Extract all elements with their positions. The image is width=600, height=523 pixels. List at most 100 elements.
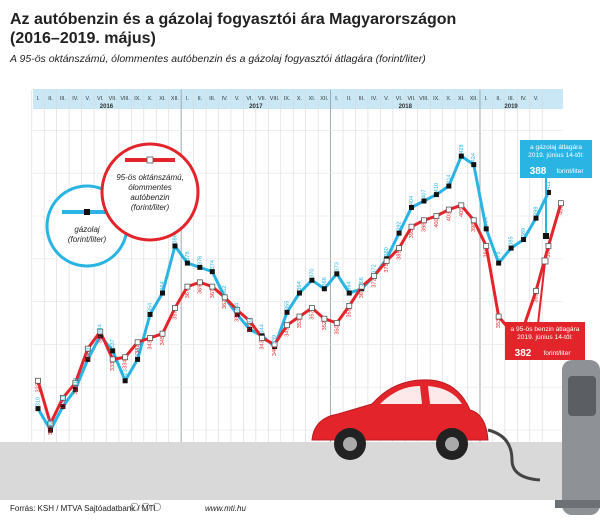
point-petrol bbox=[321, 315, 328, 322]
point-petrol bbox=[35, 377, 41, 384]
point-diesel bbox=[172, 243, 178, 249]
data-label-petrol: 346 bbox=[98, 334, 104, 343]
data-label-petrol: 398 bbox=[421, 223, 427, 232]
point-diesel bbox=[396, 230, 402, 236]
data-label-petrol: 341 bbox=[135, 345, 141, 354]
callout-diesel-point bbox=[543, 233, 549, 239]
data-label-petrol: 350 bbox=[334, 325, 340, 334]
legend-diesel-label: gázolaj bbox=[74, 225, 100, 234]
year-label: 2016 bbox=[100, 104, 114, 110]
month-tick-label: VII. bbox=[109, 96, 117, 102]
point-petrol bbox=[545, 243, 552, 249]
legend: gázolaj(forint/liter)95-ös oktánszámú,ól… bbox=[45, 142, 200, 268]
month-tick-label: XII. bbox=[470, 96, 478, 102]
month-tick-label: VIII. bbox=[270, 96, 280, 102]
point-petrol bbox=[109, 356, 116, 363]
legend-petrol-label: ólommentes bbox=[128, 183, 172, 192]
mtva-seal-icon: ◯ bbox=[152, 502, 162, 511]
chart-subtitle: A 95-ös oktánszámú, ólommentes autóbenzi… bbox=[10, 53, 426, 65]
legend-petrol-marker bbox=[146, 156, 154, 164]
data-label-diesel: 378 bbox=[496, 251, 502, 260]
month-tick-label: IV. bbox=[72, 96, 78, 102]
month-tick-label: VIII. bbox=[419, 96, 429, 102]
point-petrol bbox=[221, 294, 228, 301]
point-petrol bbox=[346, 302, 353, 309]
data-label-diesel: 424 bbox=[471, 153, 477, 162]
data-label-petrol: 357 bbox=[309, 310, 315, 319]
point-petrol bbox=[159, 330, 166, 337]
month-tick-label: IX. bbox=[284, 96, 291, 102]
data-label-diesel: 339 bbox=[272, 335, 278, 344]
month-tick-label: VI. bbox=[396, 96, 403, 102]
data-label-petrol: 351 bbox=[247, 323, 253, 332]
data-label-petrol: 367 bbox=[185, 289, 191, 298]
data-label-diesel: 355 bbox=[284, 301, 290, 310]
legend-petrol: 95-ös oktánszámú,ólommentesautóbenzin(fo… bbox=[100, 142, 200, 242]
callout-petrol-unit: forint/liter bbox=[543, 350, 571, 357]
month-tick-label: IV. bbox=[520, 96, 526, 102]
data-label-diesel: 407 bbox=[421, 189, 427, 198]
point-petrol bbox=[333, 320, 340, 326]
point-petrol bbox=[458, 202, 465, 209]
point-petrol bbox=[433, 213, 440, 219]
data-label-diesel: 386 bbox=[172, 234, 178, 243]
data-label-diesel: 300 bbox=[48, 418, 54, 427]
callout-diesel-value: 388 bbox=[530, 166, 547, 177]
point-petrol bbox=[371, 273, 378, 279]
point-petrol bbox=[134, 339, 141, 346]
data-label-petrol: 343 bbox=[260, 340, 266, 349]
point-diesel bbox=[433, 192, 439, 198]
month-tick-label: VIII. bbox=[120, 96, 130, 102]
point-diesel bbox=[483, 226, 489, 232]
month-tick-label: XII. bbox=[320, 96, 328, 102]
point-petrol bbox=[483, 243, 490, 249]
month-tick-label: X. bbox=[148, 96, 153, 102]
year-label: 2018 bbox=[399, 104, 413, 110]
source-footer: Forrás: KSH / MTVA Sajtóadatbank / MTI bbox=[10, 504, 156, 513]
point-petrol bbox=[172, 305, 178, 311]
month-tick-label: X. bbox=[446, 96, 451, 102]
pump-display bbox=[568, 376, 596, 416]
mtva-logo-icon: ◯ bbox=[130, 502, 139, 511]
data-label-petrol: 322 bbox=[73, 385, 79, 394]
month-tick-label: I. bbox=[37, 96, 40, 102]
point-diesel bbox=[197, 264, 203, 270]
point-diesel bbox=[209, 269, 215, 275]
month-tick-label: II. bbox=[496, 96, 501, 102]
month-tick-label: I. bbox=[335, 96, 338, 102]
data-label-petrol: 386 bbox=[546, 248, 552, 257]
point-diesel bbox=[147, 311, 153, 317]
point-petrol bbox=[445, 206, 452, 213]
point-diesel bbox=[160, 290, 165, 296]
month-tick-label: III. bbox=[508, 96, 514, 102]
point-diesel bbox=[471, 162, 477, 168]
point-petrol bbox=[147, 335, 153, 341]
data-label-petrol: 345 bbox=[160, 336, 166, 345]
point-diesel bbox=[72, 386, 78, 392]
data-label-petrol: 372 bbox=[372, 278, 378, 287]
data-label-diesel: 364 bbox=[160, 281, 166, 290]
point-petrol bbox=[383, 258, 390, 264]
point-diesel bbox=[47, 427, 53, 433]
decoration bbox=[311, 360, 600, 515]
point-diesel bbox=[521, 237, 527, 243]
month-tick-label: III. bbox=[359, 96, 365, 102]
data-label-petrol: 379 bbox=[384, 263, 390, 272]
year-label: 2017 bbox=[249, 104, 263, 110]
point-petrol bbox=[470, 217, 477, 224]
point-petrol bbox=[408, 223, 415, 230]
point-petrol bbox=[259, 335, 266, 341]
data-label-petrol: 349 bbox=[284, 327, 290, 336]
data-label-petrol: 403 bbox=[446, 212, 452, 221]
point-diesel bbox=[234, 311, 240, 317]
month-tick-label: II. bbox=[48, 96, 53, 102]
data-label-petrol: 357 bbox=[172, 310, 178, 319]
month-tick-label: I. bbox=[485, 96, 488, 102]
callout-diesel-text: a gázolaj átlagára bbox=[530, 144, 582, 151]
point-diesel bbox=[296, 290, 302, 296]
fuel-hose bbox=[487, 428, 541, 482]
data-label-diesel: 354 bbox=[148, 303, 154, 312]
